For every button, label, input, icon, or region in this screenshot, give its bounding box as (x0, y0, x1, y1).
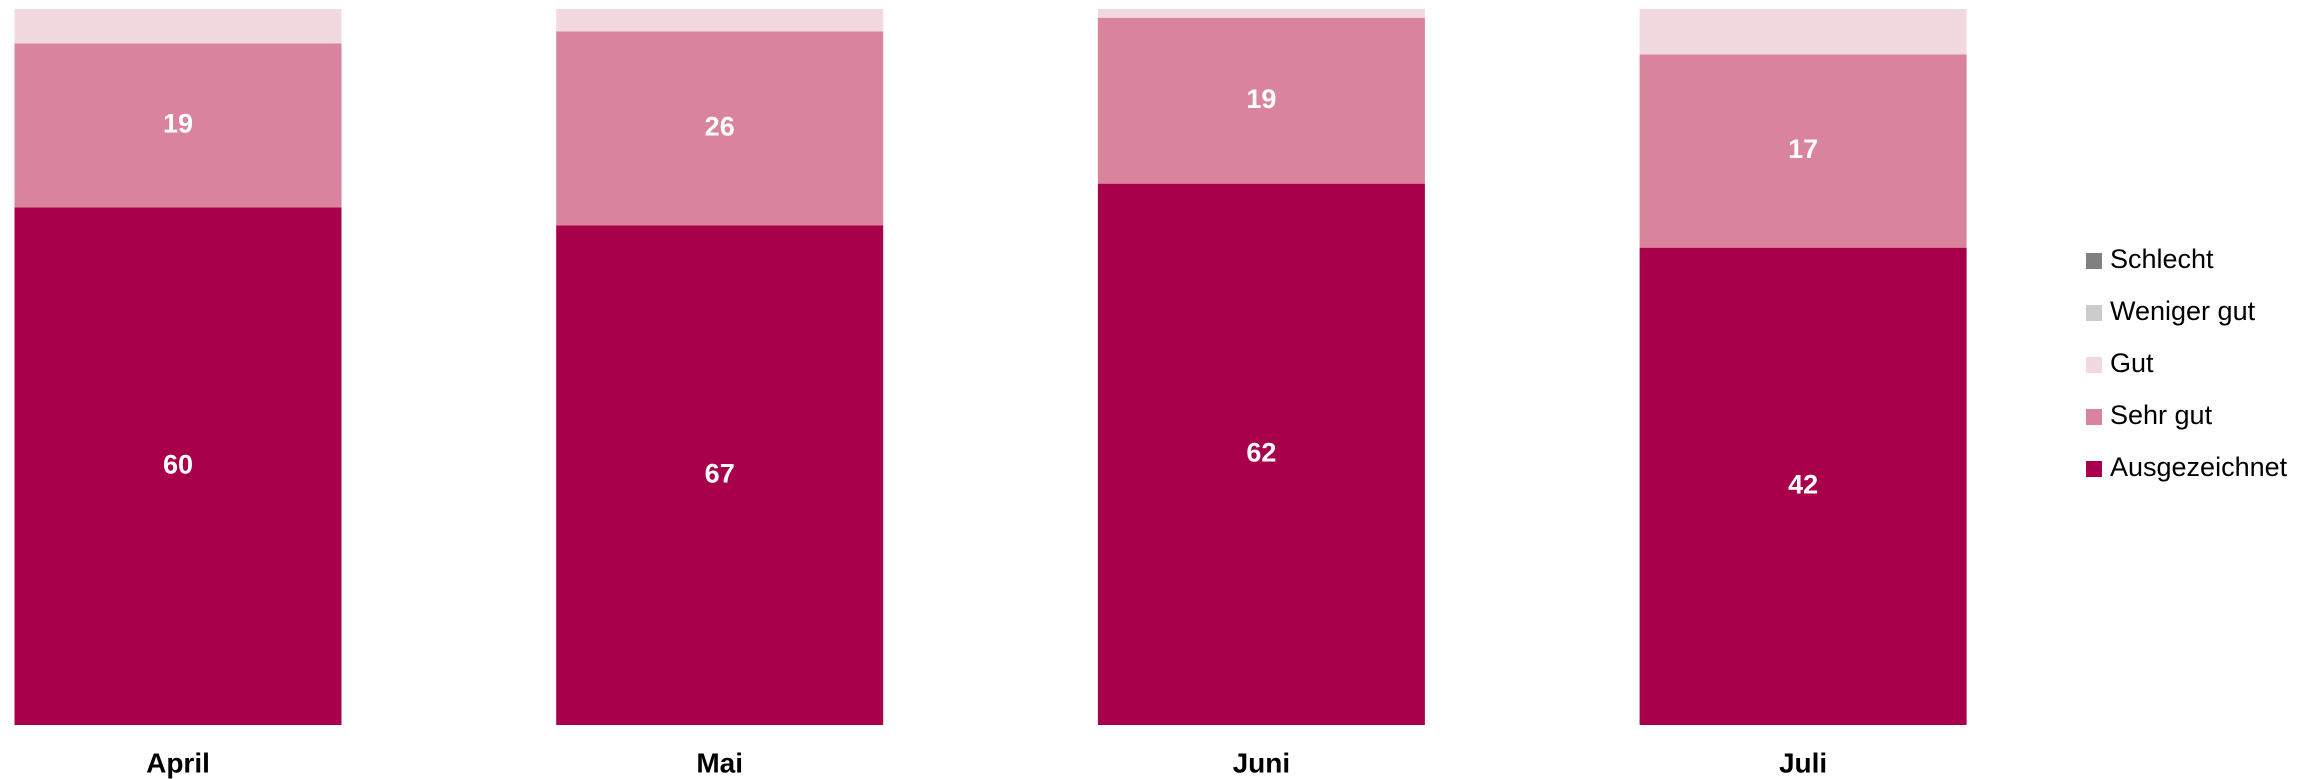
legend-label: Weniger gut (2110, 296, 2256, 326)
bar-segment (14, 207, 342, 725)
legend-swatch (2086, 253, 2102, 269)
data-label: 62 (1246, 437, 1276, 467)
data-label: 19 (163, 109, 193, 139)
x-tick-label: Juli (1779, 747, 1827, 778)
bar-segment (14, 43, 342, 208)
x-tick-label: April (146, 747, 210, 778)
bar-segment (1639, 54, 1967, 248)
legend-swatch (2086, 305, 2102, 321)
bar-segment (556, 31, 884, 226)
legend-swatch (2086, 409, 2102, 425)
x-tick-label: Mai (696, 747, 743, 778)
data-label: 60 (163, 449, 193, 479)
legend-label: Gut (2110, 348, 2154, 378)
bar-segment (1097, 183, 1425, 725)
x-tick-label: Juni (1233, 747, 1291, 778)
legend-label: Ausgezeichnet (2110, 452, 2288, 482)
legend-swatch (2086, 357, 2102, 373)
legend-label: Sehr gut (2110, 400, 2213, 430)
bar-segment (1097, 17, 1425, 184)
bar-segment (1639, 9, 1967, 55)
bar-segment (556, 225, 884, 725)
data-label: 26 (705, 111, 735, 141)
legend-swatch (2086, 461, 2102, 477)
bar-segment (1639, 247, 1967, 725)
data-label: 17 (1788, 134, 1818, 164)
bar-segment (14, 9, 342, 44)
bar-segment (1097, 9, 1425, 18)
data-label: 19 (1246, 84, 1276, 114)
data-label: 42 (1788, 469, 1818, 499)
bar-segment (556, 9, 884, 32)
data-label: 67 (705, 458, 735, 488)
legend-label: Schlecht (2110, 244, 2214, 274)
